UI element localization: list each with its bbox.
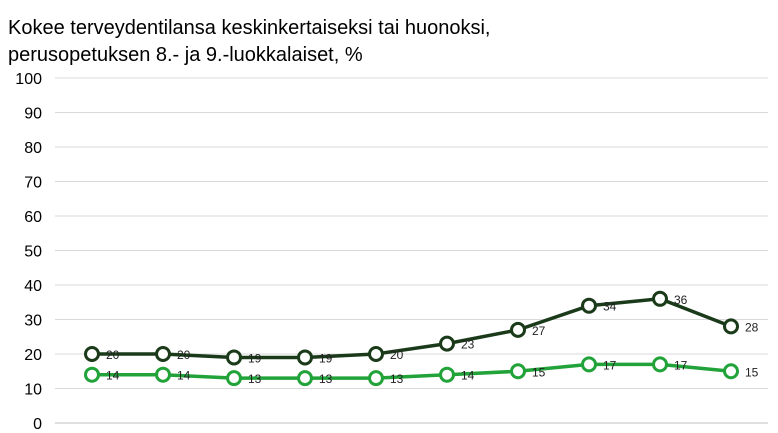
series-1-point-3 bbox=[226, 349, 242, 366]
series-2-point-7 bbox=[510, 363, 526, 380]
series-1-point-6 bbox=[439, 335, 455, 352]
series-1-point-8 bbox=[581, 297, 597, 314]
series-1-point-1 bbox=[84, 346, 100, 362]
y-tick-label-40: 40 bbox=[24, 278, 42, 295]
series-2-line bbox=[92, 362, 732, 380]
series-1-point-10 bbox=[723, 318, 739, 335]
series-1-data-label-3: 19 bbox=[248, 351, 262, 365]
series-1-data-label-4: 19 bbox=[319, 351, 333, 365]
series-2-point-1 bbox=[84, 366, 100, 383]
series-2-point-2 bbox=[155, 366, 171, 383]
chart-title: Kokee terveydentilansa keskinkertaiseksi… bbox=[8, 15, 768, 69]
series-1-point-7 bbox=[510, 321, 526, 338]
series-1-data-label-6: 23 bbox=[461, 338, 475, 352]
series-2-point-5 bbox=[368, 370, 384, 387]
y-tick-label-20: 20 bbox=[24, 347, 42, 364]
series-2-data-label-3: 13 bbox=[248, 372, 262, 386]
y-tick-label-80: 80 bbox=[24, 140, 42, 157]
chart-title-line-2: perusopetuksen 8.- ja 9.-luokkalaiset, % bbox=[8, 44, 363, 66]
y-tick-label-50: 50 bbox=[24, 244, 42, 261]
y-tick-label-100: 100 bbox=[15, 71, 42, 88]
series-2-data-label-10: 15 bbox=[745, 365, 759, 379]
series-1-data-label-10: 28 bbox=[745, 320, 759, 334]
series-1-data-label-2: 20 bbox=[177, 348, 191, 362]
series-2-data-label-2: 14 bbox=[177, 369, 191, 383]
series-2-data-label-6: 14 bbox=[461, 369, 475, 383]
series-2-data-label-1: 14 bbox=[106, 369, 120, 383]
series-1-line bbox=[92, 297, 732, 360]
series-1-data-label-9: 36 bbox=[674, 293, 688, 307]
chart-title-line-1: Kokee terveydentilansa keskinkertaiseksi… bbox=[8, 17, 491, 39]
series-1-data-label-1: 20 bbox=[106, 348, 120, 362]
series-1-point-9 bbox=[652, 290, 668, 307]
series-1-data-label-7: 27 bbox=[532, 324, 546, 338]
y-tick-label-60: 60 bbox=[24, 209, 42, 226]
series-2-point-9 bbox=[652, 356, 668, 373]
series-1-point-4 bbox=[297, 349, 313, 366]
series-1-point-2 bbox=[155, 346, 171, 362]
y-tick-label-0: 0 bbox=[33, 416, 42, 433]
series-1-point-5 bbox=[368, 346, 384, 362]
series-2-point-3 bbox=[226, 370, 242, 387]
series-2-point-4 bbox=[297, 370, 313, 387]
y-tick-label-30: 30 bbox=[24, 313, 42, 330]
y-tick-label-10: 10 bbox=[24, 382, 42, 399]
y-tick-label-70: 70 bbox=[24, 175, 42, 192]
series-2-data-label-7: 15 bbox=[532, 365, 546, 379]
series-1-data-label-5: 20 bbox=[390, 348, 404, 362]
series-2-data-label-9: 17 bbox=[674, 358, 688, 372]
y-tick-label-90: 90 bbox=[24, 106, 42, 123]
series-1-data-label-8: 34 bbox=[603, 300, 617, 314]
series-2-point-10 bbox=[723, 363, 739, 380]
series-2-point-8 bbox=[581, 356, 597, 373]
series-2-data-label-4: 13 bbox=[319, 372, 333, 386]
series-2-data-label-5: 13 bbox=[390, 372, 404, 386]
series-2-data-label-8: 17 bbox=[603, 358, 617, 372]
series-2-point-6 bbox=[439, 366, 455, 383]
